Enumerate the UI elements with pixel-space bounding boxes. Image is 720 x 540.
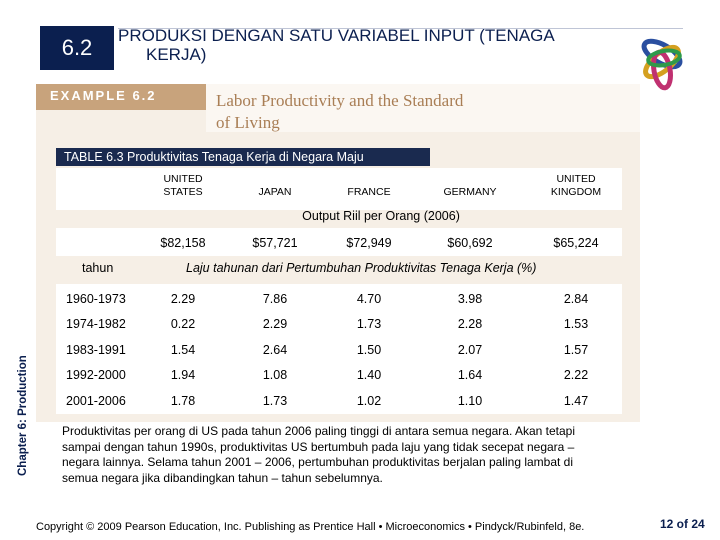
table-caption-text: TABLE 6.3 Produktivitas Tenaga Kerja di … xyxy=(64,150,364,164)
chapter-label: Chapter 6: Production xyxy=(17,355,29,476)
row-value: 1.53 xyxy=(563,317,589,331)
title-line-2: KERJA) xyxy=(146,45,207,64)
rings-logo-icon xyxy=(641,38,683,91)
row-value: 7.86 xyxy=(262,292,288,306)
row-period: 2001-2006 xyxy=(66,394,126,408)
output-value: $65,224 xyxy=(553,236,599,250)
table-caption: TABLE 6.3 Produktivitas Tenaga Kerja di … xyxy=(56,148,430,166)
growth-header: Laju tahunan dari Pertumbuhan Produktivi… xyxy=(186,261,537,275)
row-value: 1.57 xyxy=(563,343,589,357)
country-header: UNITED STATES xyxy=(145,173,221,199)
row-period: 1983-1991 xyxy=(66,343,126,357)
output-value: $82,158 xyxy=(160,236,206,250)
output-value: $57,721 xyxy=(252,236,298,250)
row-value: 2.22 xyxy=(563,368,589,382)
row-period: 1960-1973 xyxy=(66,292,126,306)
section-number-box: 6.2 xyxy=(40,26,114,70)
country-line-2: STATES xyxy=(163,186,203,198)
output-values-box xyxy=(56,228,622,256)
row-value: 3.98 xyxy=(457,292,483,306)
country-header-box xyxy=(56,168,622,210)
row-value: 2.84 xyxy=(563,292,589,306)
row-value: 1.08 xyxy=(262,368,288,382)
output-header: Output Riil per Orang (2006) xyxy=(302,209,460,223)
row-value: 1.50 xyxy=(356,343,382,357)
output-value: $60,692 xyxy=(447,236,493,250)
row-value: 1.47 xyxy=(563,394,589,408)
country-line-2: JAPAN xyxy=(258,186,292,198)
explanation-text: Produktivitas per orang di US pada tahun… xyxy=(62,424,576,485)
row-value: 1.64 xyxy=(457,368,483,382)
country-header: FRANCE xyxy=(331,173,407,199)
row-value: 1.73 xyxy=(356,317,382,331)
example-label: EXAMPLE 6.2 xyxy=(50,88,157,103)
growth-rows-box xyxy=(56,284,622,414)
chapter-side-label: Chapter 6: Production xyxy=(4,330,29,480)
country-line-1: UNITED xyxy=(163,173,203,185)
country-line-1 xyxy=(432,173,508,186)
copyright-footer: Copyright © 2009 Pearson Education, Inc.… xyxy=(36,521,585,533)
example-banner: EXAMPLE 6.2 xyxy=(36,84,206,110)
title-rule xyxy=(118,28,683,29)
example-title-line-2: of Living xyxy=(216,113,280,132)
row-value: 2.64 xyxy=(262,343,288,357)
country-header: GERMANY xyxy=(432,173,508,199)
row-value: 4.70 xyxy=(356,292,382,306)
example-title: Labor Productivity and the Standard of L… xyxy=(216,90,463,134)
row-value: 1.94 xyxy=(170,368,196,382)
slide-title: PRODUKSI DENGAN SATU VARIABEL INPUT (TEN… xyxy=(118,26,658,64)
example-title-panel xyxy=(206,84,640,132)
country-line-1: UNITED xyxy=(556,173,596,185)
row-value: 1.02 xyxy=(356,394,382,408)
row-period: 1974-1982 xyxy=(66,317,126,331)
country-line-2: KINGDOM xyxy=(550,186,602,198)
title-line-1: PRODUKSI DENGAN SATU VARIABEL INPUT (TEN… xyxy=(118,26,555,45)
row-value: 1.54 xyxy=(170,343,196,357)
row-value: 0.22 xyxy=(170,317,196,331)
example-title-line-1: Labor Productivity and the Standard xyxy=(216,91,464,110)
row-value: 2.29 xyxy=(262,317,288,331)
row-value: 2.28 xyxy=(457,317,483,331)
row-value: 1.73 xyxy=(262,394,288,408)
row-value: 1.10 xyxy=(457,394,483,408)
country-header: JAPAN xyxy=(237,173,313,199)
row-value: 2.07 xyxy=(457,343,483,357)
row-value: 1.40 xyxy=(356,368,382,382)
year-header: tahun xyxy=(82,261,114,275)
output-value: $72,949 xyxy=(346,236,392,250)
row-period: 1992-2000 xyxy=(66,368,126,382)
row-value: 1.78 xyxy=(170,394,196,408)
country-line-2: FRANCE xyxy=(347,186,391,198)
row-value: 2.29 xyxy=(170,292,196,306)
country-line-2: GERMANY xyxy=(443,186,497,198)
country-line-1 xyxy=(237,173,313,186)
section-number: 6.2 xyxy=(61,35,93,60)
country-header: UNITED KINGDOM xyxy=(538,173,614,199)
country-line-1 xyxy=(331,173,407,186)
page-number: 12 of 24 xyxy=(660,517,705,531)
